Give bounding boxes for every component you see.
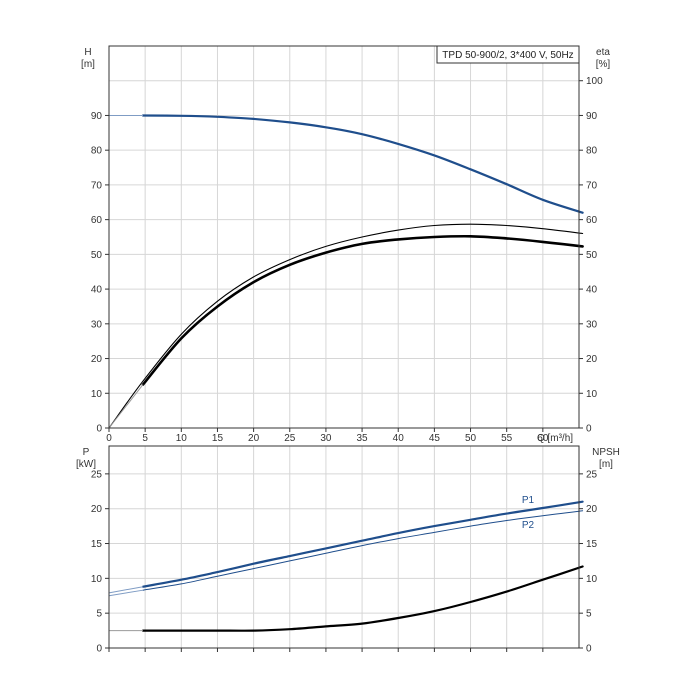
y-right-tick-label: 20 [586,354,598,365]
bottom-series-1-line [142,510,584,591]
bottom-series-1-extension [108,589,144,597]
y-right-tick-label: 50 [586,250,598,261]
y-left-tick-label: 0 [96,644,102,655]
bottom-series-2-line [141,565,584,632]
x-tick-label: 30 [320,433,332,444]
x-axis-label: Q [m³/h] [537,433,573,444]
top-chart-ticks: 0 5 10 15 20 25 30 35 40 45 50 55 60 0 10 20 30 40 50 60 70 8… [91,76,603,444]
y-left-tick-label: 80 [91,146,103,157]
y-right-tick-label: 15 [586,539,598,550]
y-right-label-bottom-name: NPSH [592,447,620,458]
y-left-tick-label: 40 [91,285,103,296]
top-series-2-line [141,234,584,386]
y-left-tick-label: 20 [91,504,103,515]
y-right-tick-label: 10 [586,574,598,585]
y-left-tick-label: 15 [91,539,103,550]
x-tick-label: 0 [106,433,112,444]
series-label-p1: P1 [522,495,535,506]
y-right-tick-label: 5 [586,609,592,620]
y-right-tick-label: 30 [586,319,598,330]
bottom-chart-frame [108,445,580,649]
y-left-label-bottom-name: P [83,447,90,458]
x-tick-label: 15 [212,433,224,444]
y-left-tick-label: 70 [91,180,103,191]
bottom-series-0-line [141,500,584,588]
y-right-tick-label: 90 [586,111,598,122]
top-series-0-line [141,114,584,214]
y-left-tick-label: 30 [91,319,103,330]
y-left-tick-label: 10 [91,574,103,585]
y-left-tick-label: 50 [91,250,103,261]
y-left-tick-label: 25 [91,469,103,480]
y-right-tick-label: 0 [586,424,592,435]
top-chart-frame [108,45,580,429]
y-left-tick-label: 90 [91,111,103,122]
x-tick-label: 60 [537,433,549,444]
top-chart-grid [109,46,579,428]
y-left-label-bottom-unit: [kW] [76,459,96,470]
top-chart-curves [108,114,584,429]
x-tick-label: 50 [465,433,477,444]
chart-title: TPD 50-900/2, 3*400 V, 50Hz [442,50,573,61]
y-right-tick-label: 40 [586,285,598,296]
y-right-label-top-unit: [%] [596,59,611,70]
x-tick-label: 35 [357,433,369,444]
y-right-tick-label: 0 [586,644,592,655]
x-tick-label: 55 [501,433,513,444]
y-right-label-top-name: eta [596,47,610,58]
y-left-tick-label: 20 [91,354,103,365]
y-right-tick-label: 70 [586,180,598,191]
y-right-label-bottom-unit: [m] [599,459,613,470]
chart-title-box [436,45,580,64]
bottom-chart-ticks: 0 5 10 15 20 25 0 5 10 15 20 25 [91,469,598,654]
bottom-chart-curves [108,500,584,632]
y-right-tick-label: 80 [586,146,598,157]
y-left-tick-label: 10 [91,389,103,400]
x-tick-label: 5 [142,433,148,444]
x-tick-label: 20 [248,433,260,444]
y-left-tick-label: 0 [96,424,102,435]
y-right-tick-label: 10 [586,389,598,400]
y-right-tick-label: 25 [586,469,598,480]
series-label-p2: P2 [522,520,535,531]
y-left-label-top-unit: [m] [81,59,95,70]
top-series-2-extension [108,384,144,429]
x-tick-label: 45 [429,433,441,444]
y-right-tick-label: 100 [586,76,603,87]
y-right-tick-label: 20 [586,504,598,515]
y-left-label-top-name: H [84,47,91,58]
x-tick-label: 25 [284,433,296,444]
y-left-tick-label: 60 [91,215,103,226]
bottom-chart-grid [109,446,579,648]
x-tick-label: 40 [393,433,405,444]
y-left-tick-label: 5 [96,609,102,620]
y-right-tick-label: 60 [586,215,598,226]
top-series-1-line [108,223,584,429]
bottom-series-0-extension [108,586,144,594]
x-tick-label: 10 [176,433,188,444]
